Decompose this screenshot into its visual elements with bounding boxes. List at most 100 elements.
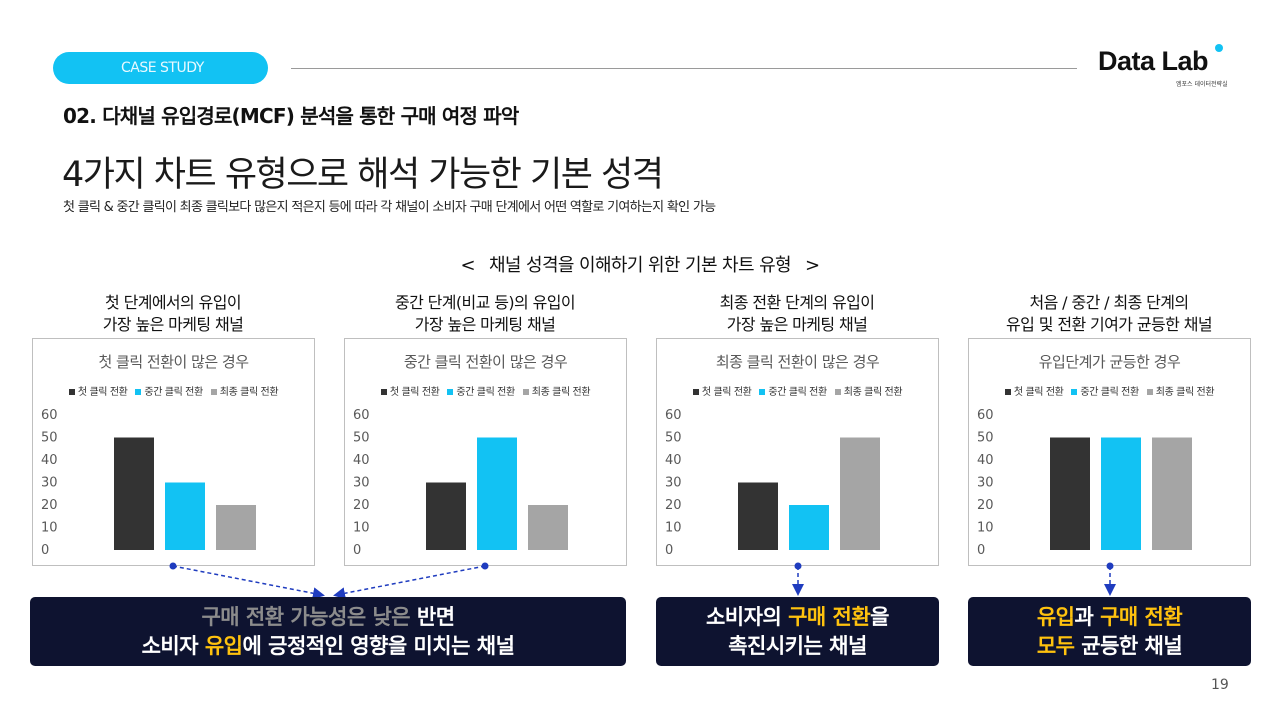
column-title-line: 첫 단계에서의 유입이 (104, 293, 242, 312)
bar-3 (840, 437, 880, 550)
bar-3 (528, 505, 568, 550)
legend-swatch (834, 389, 841, 395)
column-title-3: 최종 전환 단계의 유입이 가장 높은 마케팅 채널 (652, 292, 942, 336)
y-tick-label: 60 (665, 408, 682, 423)
page-description: 첫 클릭 & 중간 클릭이 최종 클릭보다 많은지 적은지 등에 따라 각 채널… (63, 200, 716, 215)
chart-legend: 첫 클릭 전환 중간 클릭 전환 최종 클릭 전환 (657, 383, 938, 398)
callout-line-2: 모두 균등한 채널 (968, 632, 1251, 661)
callout-text: 균등한 채널 (1081, 634, 1183, 658)
y-tick-label: 40 (977, 453, 994, 468)
callout-line-1: 유입과 구매 전환 (968, 603, 1251, 632)
bar-2 (477, 437, 517, 550)
y-tick-label: 50 (977, 431, 994, 446)
column-title-line: 가장 높은 마케팅 채널 (102, 315, 244, 334)
legend-swatch (380, 389, 387, 395)
connector-line (333, 565, 486, 600)
chart-plot: 0 10 20 30 40 50 60 (41, 408, 256, 558)
callout-conversion-channel: 소비자의 구매 전환을 촉진시키는 채널 (656, 597, 939, 666)
column-title-1: 첫 단계에서의 유입이 가장 높은 마케팅 채널 (28, 292, 318, 336)
case-study-badge: CASE STUDY (53, 52, 268, 84)
legend-label: 중간 클릭 전환 (768, 387, 827, 398)
logo-text: Data Lab (1098, 46, 1209, 76)
callout-text: 반면 (416, 605, 455, 629)
chart-plot: 0 10 20 30 40 50 60 (665, 408, 880, 558)
bar-1 (114, 437, 154, 550)
y-tick-label: 20 (977, 498, 994, 513)
callout-line-2: 소비자 유입에 긍정적인 영향을 미치는 채널 (30, 632, 626, 661)
bar-1 (738, 482, 778, 550)
column-title-line: 처음 / 중간 / 최종 단계의 (1029, 293, 1189, 312)
y-tick-label: 0 (977, 543, 985, 558)
y-tick-label: 40 (41, 453, 58, 468)
legend-label: 중간 클릭 전환 (1080, 387, 1139, 398)
bar-2 (165, 482, 205, 550)
y-tick-label: 0 (665, 543, 673, 558)
callout-highlight: 구매 전환 (788, 605, 871, 629)
bar-2 (789, 505, 829, 550)
legend-swatch (447, 389, 454, 395)
chart-legend: 첫 클릭 전환 중간 클릭 전환 최종 클릭 전환 (33, 383, 314, 398)
legend-item: 최종 클릭 전환 (522, 383, 591, 398)
chart-last-click: 최종 클릭 전환이 많은 경우 첫 클릭 전환 중간 클릭 전환 최종 클릭 전환 … (656, 338, 939, 566)
callout-text: 소비자의 (705, 605, 782, 629)
y-tick-label: 60 (41, 408, 58, 423)
close-bracket: > (805, 255, 820, 276)
logo-subtext: 엠포스 데이터전략실 (1176, 81, 1228, 88)
column-title-line: 최종 전환 단계의 유입이 (719, 293, 875, 312)
page-headline: 4가지 차트 유형으로 해석 가능한 기본 성격 (62, 155, 664, 195)
callout-text: 과 (1074, 605, 1094, 629)
chart-middle-click: 중간 클릭 전환이 많은 경우 첫 클릭 전환 중간 클릭 전환 최종 클릭 전환 … (344, 338, 627, 566)
chart-types-heading-text: 채널 성격을 이해하기 위한 기본 차트 유형 (488, 255, 792, 276)
chart-types-heading: < 채널 성격을 이해하기 위한 기본 차트 유형 > (0, 251, 1280, 277)
chart-title: 첫 클릭 전환이 많은 경우 (98, 353, 249, 371)
open-bracket: < (460, 255, 475, 276)
y-tick-label: 0 (353, 543, 361, 558)
section-title: 02. 다채널 유입경로(MCF) 분석을 통한 구매 여정 파악 (63, 104, 519, 128)
callout-line-1: 소비자의 구매 전환을 (656, 603, 939, 632)
legend-item: 중간 클릭 전환 (447, 383, 515, 398)
legend-swatch (522, 389, 529, 395)
logo-dot-icon (1215, 44, 1223, 52)
legend-label: 최종 클릭 전환 (1155, 387, 1215, 398)
connector-line (172, 565, 325, 600)
data-lab-logo: Data Lab 엠포스 데이터전략실 (1098, 44, 1238, 88)
y-tick-label: 50 (353, 431, 370, 446)
legend-swatch (210, 389, 217, 395)
bar-2 (1101, 437, 1141, 550)
chart-title: 유입단계가 균등한 경우 (1038, 353, 1181, 371)
legend-label: 중간 클릭 전환 (456, 387, 515, 398)
chart-title: 중간 클릭 전환이 많은 경우 (403, 353, 568, 371)
legend-swatch (1071, 389, 1078, 395)
column-title-line: 중간 단계(비교 등)의 유입이 (394, 293, 576, 312)
legend-label: 첫 클릭 전환 (1013, 387, 1064, 398)
callout-text: 을 (870, 605, 889, 629)
callout-line-2: 촉진시키는 채널 (728, 634, 867, 658)
callout-text: 소비자 (141, 634, 199, 658)
y-tick-label: 10 (353, 521, 370, 536)
y-tick-label: 30 (977, 476, 994, 491)
chart-title: 최종 클릭 전환이 많은 경우 (715, 353, 880, 371)
legend-swatch (759, 389, 766, 395)
y-tick-label: 10 (665, 521, 682, 536)
legend-label: 최종 클릭 전환 (219, 387, 279, 398)
chart-plot: 0 10 20 30 40 50 60 (353, 408, 568, 558)
y-tick-label: 60 (353, 408, 370, 423)
callout-line-1: 구매 전환 가능성은 낮은 반면 (30, 603, 626, 632)
callout-inflow-channel: 구매 전환 가능성은 낮은 반면 소비자 유입에 긍정적인 영향을 미치는 채널 (30, 597, 626, 666)
y-tick-label: 10 (41, 521, 58, 536)
y-tick-label: 30 (665, 476, 682, 491)
column-title-line: 가장 높은 마케팅 채널 (414, 315, 556, 334)
legend-item: 첫 클릭 전환 (380, 383, 440, 398)
bar-1 (1050, 437, 1090, 550)
legend-item: 중간 클릭 전환 (1071, 383, 1139, 398)
y-tick-label: 50 (665, 431, 682, 446)
callout-highlight: 유입 (204, 634, 243, 658)
column-title-2: 중간 단계(비교 등)의 유입이 가장 높은 마케팅 채널 (340, 292, 630, 336)
column-title-line: 가장 높은 마케팅 채널 (726, 315, 868, 334)
callout-text: 에 긍정적인 영향을 미치는 채널 (242, 634, 515, 658)
legend-label: 중간 클릭 전환 (144, 387, 203, 398)
legend-swatch (1004, 389, 1011, 395)
bar-3 (1152, 437, 1192, 550)
legend-swatch (1146, 389, 1153, 395)
